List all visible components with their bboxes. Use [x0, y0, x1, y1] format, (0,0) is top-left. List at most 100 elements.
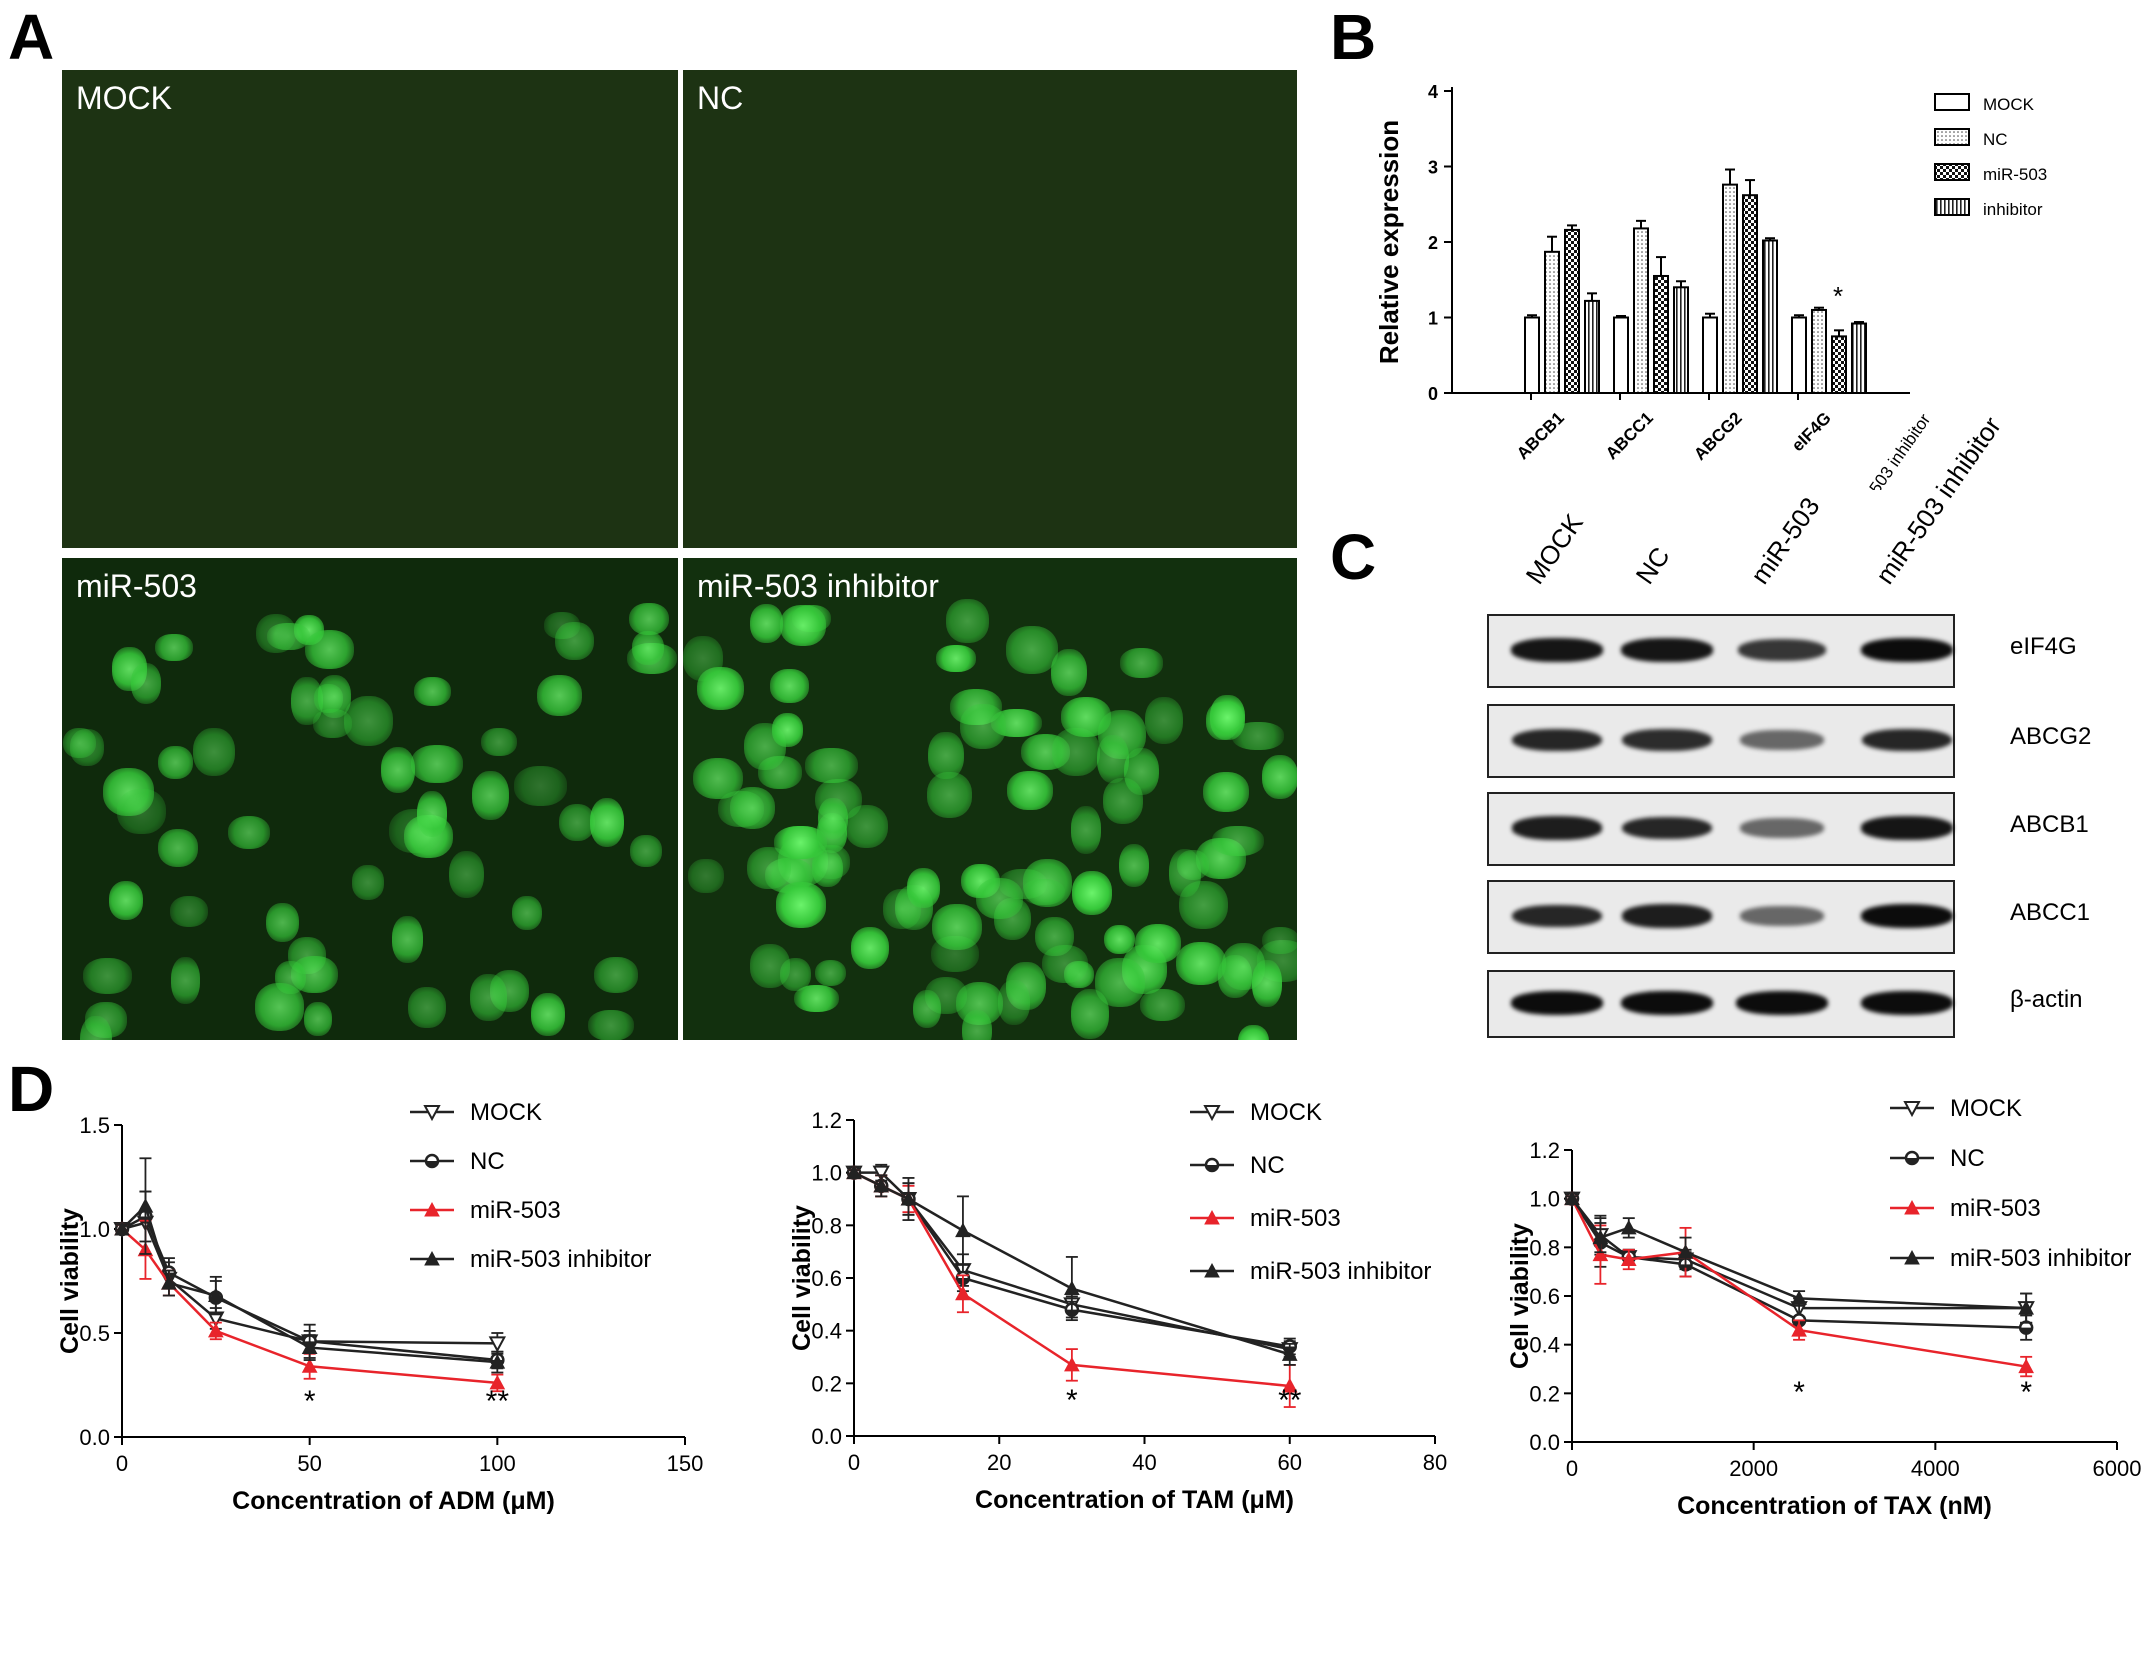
marker-triangle-up [114, 1220, 130, 1236]
protein-band [1621, 638, 1713, 662]
blot-strip [1487, 792, 1955, 866]
fluorescent-cell [1169, 848, 1201, 897]
fluorescent-cell [1041, 944, 1089, 984]
protein-band [1737, 639, 1827, 661]
bar-mock [1524, 316, 1540, 394]
legend-label: miR-503 [470, 1197, 561, 1224]
significance-marker: ** [486, 1385, 510, 1418]
micrograph-title-mir-503-inhibitor: miR-503 inhibitor [697, 568, 939, 604]
fluorescent-cell [305, 630, 355, 670]
fluorescent-cell [962, 1010, 993, 1040]
fluorescent-cell [1261, 926, 1297, 955]
y-tick-label: 0 [1428, 384, 1438, 404]
protein-band [1511, 991, 1603, 1015]
bar-mock [1702, 316, 1718, 394]
y-tick-label: 1.2 [1529, 1138, 1560, 1163]
fluorescent-cell [960, 703, 1006, 750]
fluorescent-cell [589, 797, 625, 848]
fluorescent-cell [593, 957, 639, 994]
y-tick-label: 0.2 [1529, 1381, 1560, 1406]
bar-inhibitor [1851, 322, 1867, 394]
fluorescent-cell [318, 675, 352, 718]
fluorescent-cell [1261, 755, 1297, 800]
legend-swatch [1934, 128, 1970, 146]
fluorescent-cell [411, 744, 464, 783]
protein-band [1511, 816, 1603, 840]
fluorescent-cell [1120, 648, 1164, 678]
y-tick-label: 1.0 [1529, 1187, 1560, 1212]
y-tick-label: 0.6 [811, 1266, 842, 1291]
protein-label: ABCC1 [2010, 899, 2091, 926]
category-label: ABCG2 [1690, 408, 1746, 464]
legend-label: NC [1950, 1145, 1985, 1172]
y-tick-label: 1.2 [811, 1108, 842, 1133]
significance-marker: * [2020, 1376, 2032, 1409]
fluorescent-cell [408, 987, 446, 1029]
fluorescent-cell [883, 889, 922, 929]
bar-nc [1544, 250, 1560, 394]
x-tick-label: 0 [848, 1450, 860, 1475]
marker-triangle-up [161, 1275, 177, 1290]
marker-triangle-up [1620, 1219, 1637, 1235]
fluorescent-cell [688, 859, 724, 894]
panel-label-c: C [1330, 521, 1377, 593]
x-tick-label: 150 [667, 1451, 704, 1476]
fluorescent-cell [1006, 626, 1059, 675]
protein-band [1511, 638, 1603, 662]
relative-expression-bar-chart: 0 1 2 3 4 Relative expression ABCB1 ABCC1 ABCG2 e… [1374, 82, 2047, 490]
protein-band [1861, 638, 1953, 662]
fluorescent-cell [193, 728, 236, 777]
y-tick-label: 0.4 [811, 1319, 842, 1344]
fluorescent-cell [1134, 924, 1182, 964]
legend-label: miR-503 [1250, 1205, 1341, 1232]
marker-triangle-down [1203, 1105, 1221, 1122]
protein-band [1739, 818, 1825, 838]
viability-chart-tam: 0.0 0.2 0.4 0.6 0.8 1.0 1.2 0 20 40 60 80 Concentrat… [790, 1099, 1447, 1514]
protein-band [1621, 904, 1713, 928]
lane-label: MOCK [1519, 508, 1589, 590]
fluorescent-cell [470, 974, 507, 1021]
fluorescent-cell [1060, 697, 1112, 737]
legend-swatch [1934, 93, 1970, 111]
bar-inhibitor [1673, 286, 1689, 394]
protein-band [1622, 728, 1712, 752]
marker-triangle-up [489, 1354, 506, 1369]
legend-label: NC [470, 1148, 505, 1175]
marker-triangle-up [900, 1190, 917, 1206]
marker-triangle-up [2018, 1358, 2035, 1374]
fluorescent-cell [749, 604, 783, 644]
x-tick-label: 80 [1423, 1450, 1447, 1475]
fluorescent-cell [392, 916, 423, 964]
category-label-extra: miR-503 inhibitor [1845, 410, 1934, 490]
fluorescent-cell [1176, 941, 1227, 985]
marker-triangle-up [1064, 1356, 1080, 1372]
micrograph-title-mock: MOCK [76, 80, 172, 116]
fluorescent-cell [774, 826, 828, 860]
blot-strip [1487, 704, 1955, 778]
bar-mir-503 [1831, 335, 1847, 394]
legend-label: MOCK [1983, 95, 2035, 114]
panel-label-d: D [8, 1053, 55, 1125]
protein-band [1861, 904, 1953, 928]
x-axis-title: Concentration of TAX (nM) [1677, 1492, 1992, 1520]
marker-triangle-up [1281, 1377, 1298, 1393]
fluorescent-cell [587, 1009, 634, 1040]
marker-triangle-up [1204, 1209, 1220, 1225]
bar-mir-503 [1742, 194, 1758, 394]
protein-label: eIF4G [2010, 633, 2077, 660]
fluorescent-cell [936, 644, 977, 672]
y-tick-label: 1.5 [79, 1113, 110, 1138]
y-tick-label: 2 [1428, 233, 1438, 253]
marker-triangle-up [1064, 1280, 1080, 1296]
fluorescent-cell [471, 770, 510, 820]
y-axis-title: Cell viability [60, 1208, 84, 1354]
fluorescent-cell [266, 623, 310, 651]
bar-mir-503 [1653, 274, 1669, 395]
fluorescent-cell [1237, 1025, 1269, 1040]
marker-triangle-up [1791, 1290, 1807, 1305]
fluorescent-cell [913, 989, 942, 1029]
x-tick-label: 60 [1278, 1450, 1302, 1475]
significance-marker: ** [1278, 1384, 1302, 1417]
fluorescent-cell [1071, 806, 1102, 855]
fluorescent-cell [109, 881, 144, 921]
